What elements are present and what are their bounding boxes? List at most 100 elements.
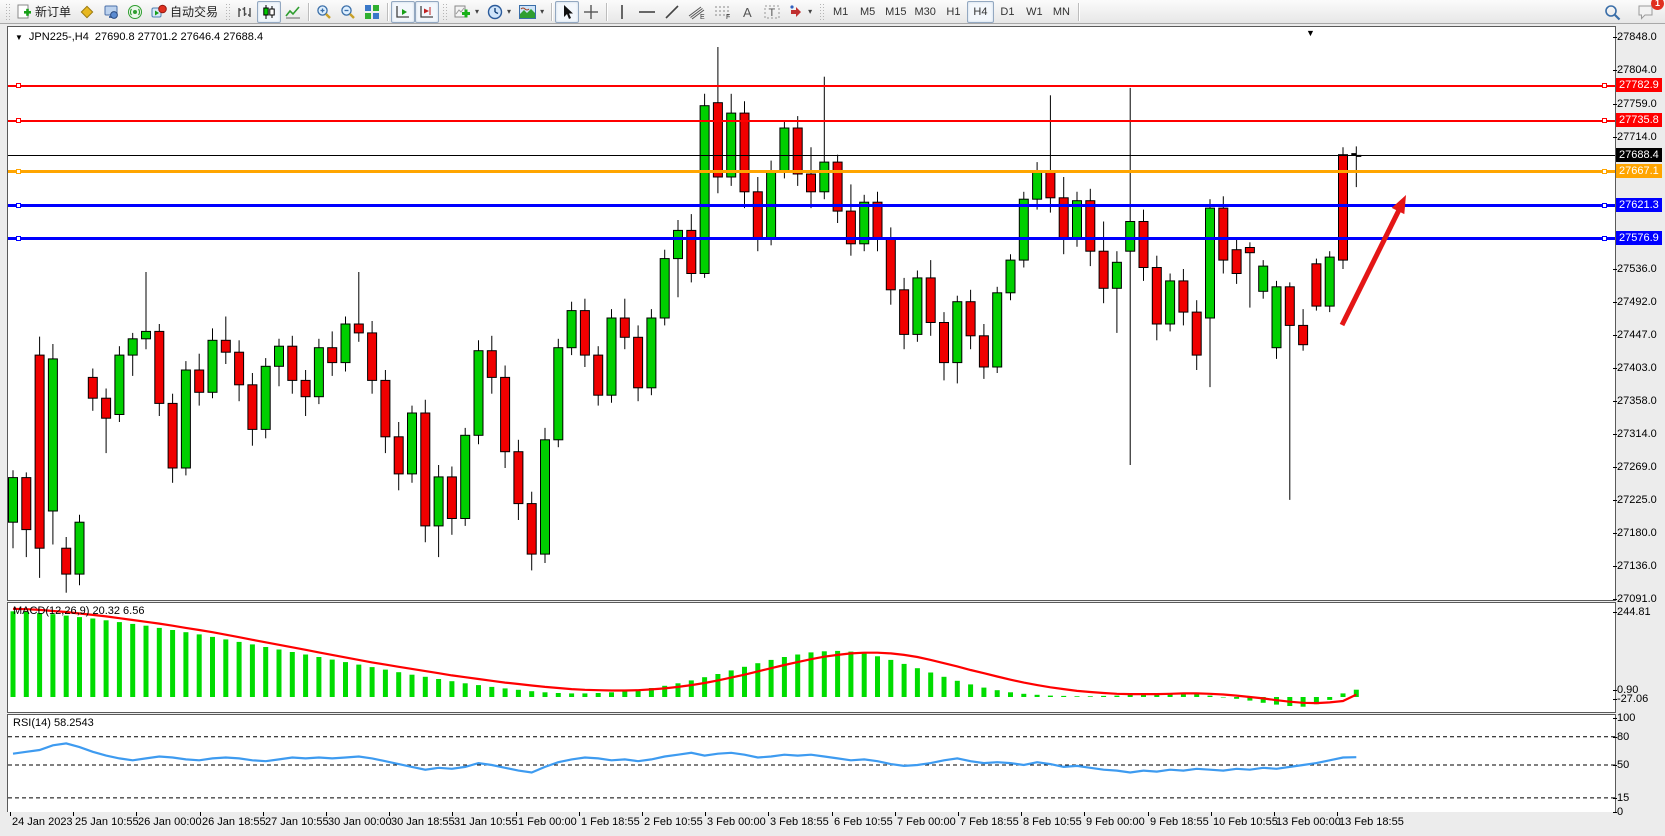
chart-shift-button[interactable] — [415, 0, 440, 23]
chart-profile-button[interactable] — [75, 1, 99, 23]
line-handle[interactable] — [16, 203, 21, 209]
line-handle[interactable] — [16, 169, 21, 175]
equidistant-channel-button[interactable]: E — [684, 1, 710, 23]
candle-body — [367, 332, 378, 381]
timeframe-m30[interactable]: M30 — [911, 1, 940, 23]
macd-histogram-bar — [515, 689, 521, 697]
line-handle[interactable] — [1602, 236, 1607, 242]
timeframe-mn[interactable]: MN — [1048, 1, 1075, 23]
timeframe-mn-label: MN — [1052, 5, 1070, 18]
cursor-button[interactable] — [555, 0, 580, 23]
gold-diamond-icon — [79, 4, 95, 20]
price-axis[interactable]: 27848.0 27804.0 27759.0 27714.0 27536.0 27492… — [1612, 26, 1663, 818]
line-handle[interactable] — [16, 118, 21, 124]
macd-histogram-bar — [1340, 693, 1346, 697]
toolbar-grip[interactable] — [442, 2, 448, 21]
macd-histogram-bar — [130, 623, 136, 697]
macd-panel[interactable]: MACD(12,26,9) 20.32 6.56 — [7, 602, 1616, 713]
trendline-button[interactable] — [660, 1, 684, 23]
crosshair-icon — [583, 4, 599, 20]
timeframe-d1-label: D1 — [1000, 5, 1015, 18]
candlestick-icon — [261, 4, 277, 20]
horizontal-line-button[interactable] — [634, 1, 660, 23]
zoom-in-button[interactable] — [312, 1, 336, 23]
candlestick-button[interactable] — [257, 0, 282, 23]
rsi-panel[interactable]: RSI(14) 58.2543 — [7, 714, 1616, 813]
time-axis-label: 26 Jan 00:00 — [138, 816, 202, 828]
macd-histogram-bar — [223, 639, 229, 697]
toolbar-grip[interactable] — [819, 2, 825, 21]
templates-button[interactable]: ▾ — [515, 1, 548, 23]
vertical-line-button[interactable] — [610, 1, 634, 23]
macd-histogram-bar — [50, 614, 56, 697]
horizontal-level-line[interactable] — [8, 170, 1615, 174]
candle-body — [300, 379, 311, 398]
periods-button[interactable]: ▾ — [483, 1, 515, 23]
candle-body — [992, 292, 1003, 368]
timeframe-w1[interactable]: W1 — [1021, 1, 1048, 23]
line-handle[interactable] — [1602, 118, 1607, 124]
svg-text:F: F — [726, 14, 730, 20]
macd-histogram-bar — [90, 618, 96, 697]
candle-body — [739, 112, 750, 193]
auto-scroll-button[interactable] — [391, 0, 416, 23]
chat-button[interactable]: 1 — [1633, 0, 1664, 23]
top-toolbar: 新订单 自动交易 ▾ ▾ ▾ E F A T ▾ M1 M5 M15 M30 H1 H4 D1 W1 MN 1 — [0, 0, 1665, 24]
candle-body — [260, 365, 271, 430]
indicators-button[interactable]: ▾ — [450, 1, 483, 23]
line-handle[interactable] — [1602, 83, 1607, 89]
horizontal-level-line[interactable] — [8, 84, 1615, 87]
fibonacci-button[interactable]: F — [710, 1, 736, 23]
chart-shift-marker-icon[interactable]: ▼ — [1306, 28, 1315, 38]
text-label-button[interactable]: T — [760, 1, 784, 23]
timeframe-m1[interactable]: M1 — [827, 1, 854, 23]
time-axis-label: 26 Jan 18:55 — [202, 816, 266, 828]
macd-histogram-bar — [1021, 693, 1027, 697]
text-button[interactable]: A — [736, 1, 760, 23]
line-handle[interactable] — [1602, 203, 1607, 209]
chat-unread-badge: 1 — [1651, 0, 1664, 10]
candle-body — [899, 289, 910, 335]
macd-histogram-bar — [409, 674, 415, 697]
timeframe-d1[interactable]: D1 — [994, 1, 1021, 23]
time-tick — [1337, 812, 1338, 816]
candle-body — [380, 379, 391, 438]
auto-trading-button[interactable]: 自动交易 — [147, 1, 222, 23]
candle-body — [313, 347, 324, 398]
candle-body — [792, 127, 803, 175]
signal-button[interactable] — [123, 1, 147, 23]
chevron-down-icon[interactable]: ▾ — [540, 7, 545, 16]
bar-chart-button[interactable] — [233, 1, 257, 23]
chart-title-caret-icon[interactable]: ▼ — [15, 32, 23, 42]
timeframe-m5[interactable]: M5 — [854, 1, 881, 23]
toolbar-grip[interactable] — [5, 2, 10, 21]
horizontal-level-line[interactable] — [8, 119, 1615, 122]
line-handle[interactable] — [1602, 169, 1607, 175]
new-order-button[interactable]: 新订单 — [13, 1, 75, 23]
arrows-button[interactable]: ▾ — [784, 1, 816, 23]
horizontal-level-line[interactable] — [8, 204, 1615, 208]
macd-histogram-bar — [901, 663, 907, 697]
horizontal-level-line[interactable] — [8, 155, 1615, 157]
chevron-down-icon[interactable]: ▾ — [808, 7, 813, 16]
horizontal-level-line[interactable] — [8, 237, 1615, 241]
line-handle[interactable] — [16, 236, 21, 242]
chevron-down-icon[interactable]: ▾ — [475, 7, 480, 16]
line-chart-button[interactable] — [281, 1, 305, 23]
toolbar-grip[interactable] — [225, 2, 231, 21]
search-button[interactable] — [1600, 1, 1625, 23]
macd-plot — [10, 607, 1359, 707]
line-handle[interactable] — [16, 83, 21, 89]
zoom-out-button[interactable] — [336, 1, 360, 23]
timeframe-h1[interactable]: H1 — [940, 1, 967, 23]
chevron-down-icon[interactable]: ▾ — [507, 7, 512, 16]
tile-windows-button[interactable] — [360, 1, 384, 23]
time-axis-label: 7 Feb 00:00 — [897, 816, 956, 828]
timeframe-m15[interactable]: M15 — [881, 1, 910, 23]
candle-body — [1205, 207, 1215, 319]
price-chart-panel[interactable]: ▼ JPN225-,H4 27690.8 27701.2 27646.4 276… — [7, 26, 1616, 601]
timeframe-h4[interactable]: H4 — [966, 0, 994, 23]
crosshair-button[interactable] — [579, 1, 603, 23]
time-axis[interactable]: 24 Jan 2023 25 Jan 10:55 26 Jan 00:00 26 Ja… — [7, 812, 1616, 832]
market-watch-button[interactable] — [99, 1, 123, 23]
